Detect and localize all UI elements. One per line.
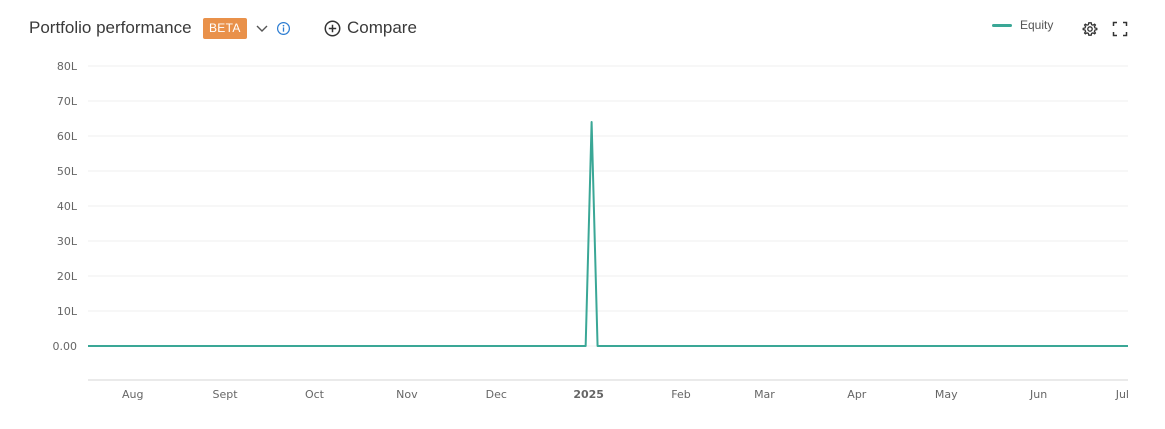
y-tick-label: 50L (57, 165, 78, 178)
x-tick-label: Feb (671, 388, 690, 401)
gear-icon[interactable] (1082, 21, 1098, 37)
series-layer (88, 121, 1128, 347)
page-title: Portfolio performance (29, 18, 192, 37)
legend-label: Equity (1020, 18, 1054, 32)
legend-swatch (992, 23, 1012, 27)
info-icon[interactable] (276, 21, 291, 36)
y-tick-label: 80L (57, 60, 78, 73)
x-tick-label: May (935, 388, 958, 401)
x-tick-label: Jun (1029, 388, 1047, 401)
compare-button[interactable]: Compare (324, 17, 417, 39)
x-tick-label: Mar (754, 388, 775, 401)
x-tick-label: 2025 (573, 388, 604, 401)
chart-legend[interactable]: Equity (992, 18, 1053, 32)
y-tick-label: 60L (57, 130, 78, 143)
equity-series-line[interactable] (88, 121, 1128, 347)
chart-header: Portfolio performance BETA Compare Equit… (0, 0, 1165, 56)
x-tick-label: Jul (1115, 388, 1129, 401)
grid-lines (88, 65, 1128, 347)
x-tick-label: Oct (305, 388, 325, 401)
y-tick-label: 10L (57, 305, 78, 318)
x-axis: Aug Sept Oct Nov Dec 2025 Feb Mar Apr May Jun Jul (88, 379, 1129, 401)
plus-circle-icon (324, 20, 341, 36)
y-tick-label: 30L (57, 235, 78, 248)
x-tick-label: Nov (396, 388, 418, 401)
y-tick-label: 70L (57, 95, 78, 108)
beta-badge: BETA (203, 18, 247, 39)
y-tick-label: 40L (57, 200, 78, 213)
fullscreen-icon[interactable] (1112, 21, 1128, 37)
x-tick-label: Aug (122, 388, 143, 401)
x-tick-label: Dec (486, 388, 507, 401)
y-tick-label: 0.00 (53, 340, 78, 353)
compare-label: Compare (347, 18, 417, 37)
y-axis: 80L 70L 60L 50L 40L 30L 20L 10L 0.00 (53, 60, 78, 353)
x-tick-label: Sept (213, 388, 239, 401)
y-tick-label: 20L (57, 270, 78, 283)
chevron-down-icon[interactable] (254, 20, 270, 36)
x-tick-label: Apr (847, 388, 867, 401)
